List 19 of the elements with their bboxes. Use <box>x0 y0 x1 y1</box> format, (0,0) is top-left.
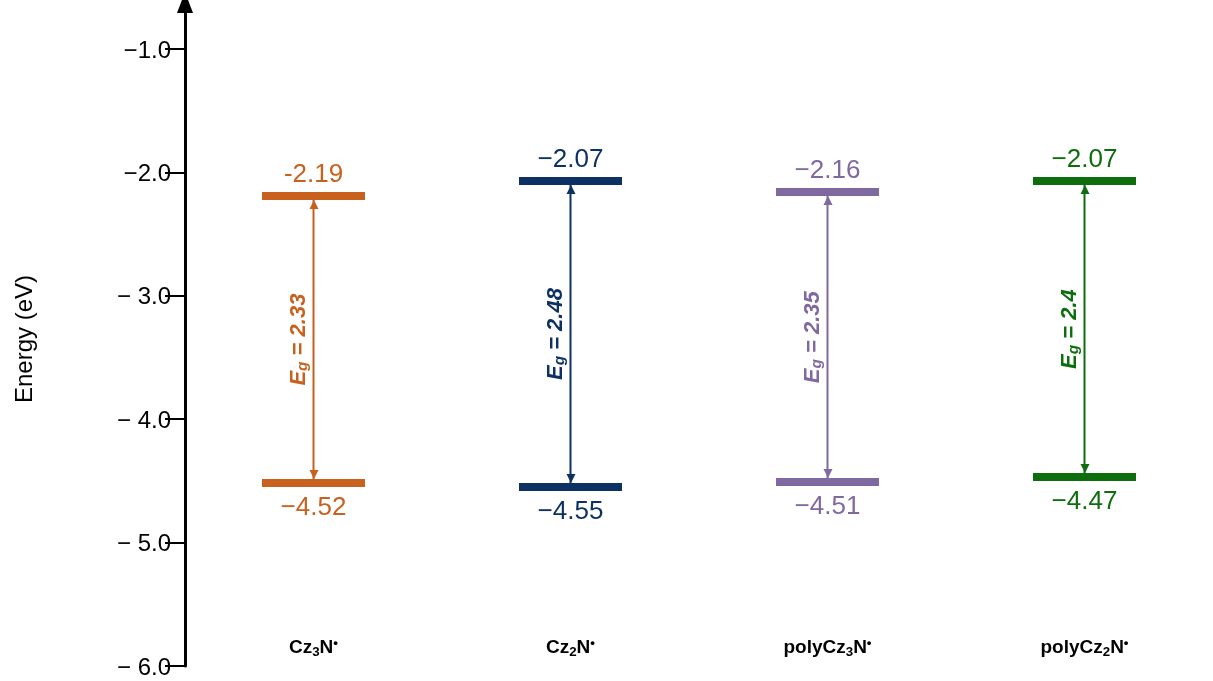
y-tick-label: − 6.0 <box>116 652 171 680</box>
annotation: −2.07 <box>1051 143 1118 174</box>
y-tick-label: −1.0 <box>123 35 171 63</box>
annotation: −4.52 <box>280 491 347 522</box>
y-tick-label: −2.0 <box>123 158 171 186</box>
annotation: −4.47 <box>1051 485 1118 516</box>
data-label: Eg = 2.48 <box>542 287 567 381</box>
annotation: −4.51 <box>794 490 861 521</box>
annotation: −4.55 <box>537 495 604 526</box>
annotation: −2.07 <box>537 143 604 174</box>
y-tick-label: − 3.0 <box>116 282 171 310</box>
annotation: -2.19 <box>283 157 344 188</box>
data-label: Eg = 2.33 <box>285 293 310 386</box>
y-tick-label: − 4.0 <box>116 405 171 433</box>
annotation: −2.16 <box>794 154 861 185</box>
data-label: Eg = 2.35 <box>799 290 824 384</box>
y-axis-title: Energy (eV) <box>9 274 37 404</box>
y-tick-label: − 5.0 <box>116 529 171 557</box>
data-label: Eg = 2.4 <box>1056 289 1081 369</box>
